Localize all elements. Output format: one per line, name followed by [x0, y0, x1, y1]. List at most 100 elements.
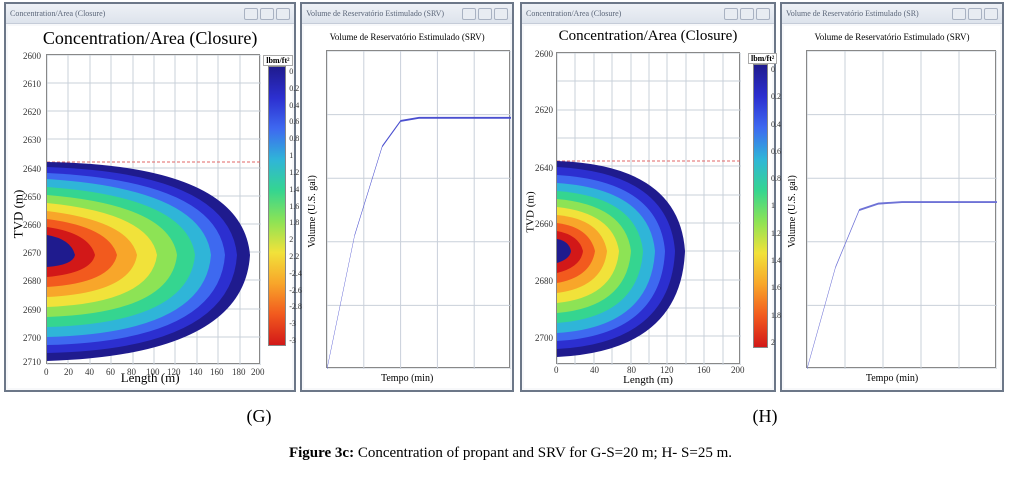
ytick: 2640 [535, 163, 553, 173]
heatmap-svg [557, 53, 741, 365]
srv-line [807, 202, 997, 369]
pair-g: Concentration/Area (Closure) Concentrati… [4, 2, 514, 392]
line-svg [807, 51, 997, 369]
xtick: 120 [660, 365, 674, 375]
window-srv-h: Volume de Reservatório Estimulado (SR) V… [780, 2, 1004, 392]
colorbar: lbm/ft² 00.20.40.60.811.21.41.61.82 [753, 64, 768, 348]
heatmap-svg [47, 55, 261, 365]
chart-concentration-g: Concentration/Area (Closure) TVD (m) Len… [8, 26, 292, 388]
x-axis-label: Tempo (min) [784, 373, 1000, 384]
ytick: 2600 [23, 51, 41, 61]
minimize-button[interactable] [952, 8, 966, 20]
window-srv-g: Volume de Reservatório Estimulado (SRV) … [300, 2, 514, 392]
plot-area [326, 50, 510, 368]
ytick: 2640 [23, 164, 41, 174]
xtick: 160 [697, 365, 711, 375]
x-axis-label: Length (m) [524, 374, 772, 386]
pair-h: Concentration/Area (Closure) Concentrati… [520, 2, 1017, 392]
y-axis-label: Volume (U.S. gal) [787, 175, 798, 248]
maximize-button[interactable] [478, 8, 492, 20]
close-button[interactable] [984, 8, 998, 20]
srv-line [327, 118, 511, 369]
figure-caption: Figure 3c: Concentration of propant and … [4, 445, 1017, 462]
ytick: 2680 [535, 276, 553, 286]
minimize-button[interactable] [244, 8, 258, 20]
plot-area: 0 40 80 120 160 200 2600 2620 2640 2660 … [556, 52, 740, 364]
labels-row: (G) (H) [4, 392, 1017, 427]
ytick: 2620 [535, 105, 553, 115]
window-buttons [952, 8, 998, 20]
xtick: 200 [731, 365, 745, 375]
colorbar-title: lbm/ft² [263, 55, 292, 66]
maximize-button[interactable] [968, 8, 982, 20]
xtick: 20 [64, 367, 73, 377]
xtick: 140 [189, 367, 203, 377]
ytick: 2700 [535, 333, 553, 343]
panel-label-g: (G) [4, 406, 514, 427]
titlebar-srv-h: Volume de Reservatório Estimulado (SR) [782, 4, 1002, 24]
ytick: 2610 [23, 79, 41, 89]
minimize-button[interactable] [462, 8, 476, 20]
line-svg [327, 51, 511, 369]
xtick: 200 [251, 367, 265, 377]
caption-text: Concentration of propant and SRV for G-S… [354, 445, 732, 461]
colorbar-title: lbm/ft² [748, 53, 777, 64]
lobe [557, 161, 685, 357]
xtick: 120 [167, 367, 181, 377]
window-concentration-h: Concentration/Area (Closure) Concentrati… [520, 2, 776, 392]
chart-srv-g: Volume de Reservatório Estimulado (SRV) … [304, 26, 510, 388]
plot-title: Volume de Reservatório Estimulado (SRV) [784, 32, 1000, 42]
xtick: 80 [127, 367, 136, 377]
panels-row: Concentration/Area (Closure) Concentrati… [4, 2, 1017, 392]
maximize-button[interactable] [740, 8, 754, 20]
maximize-button[interactable] [260, 8, 274, 20]
chart-srv-h: Volume de Reservatório Estimulado (SRV) … [784, 26, 1000, 388]
plot-area: 0 20 40 60 80 100 120 140 160 180 200 26… [46, 54, 260, 364]
window-buttons [724, 8, 770, 20]
window-buttons [244, 8, 290, 20]
window-title: Concentration/Area (Closure) [10, 9, 105, 18]
chart-concentration-h: Concentration/Area (Closure) TVD (m) Len… [524, 26, 772, 388]
panel-label-h: (H) [520, 406, 1010, 427]
ytick: 2650 [23, 192, 41, 202]
xtick: 60 [106, 367, 115, 377]
ytick: 2630 [23, 135, 41, 145]
window-title: Volume de Reservatório Estimulado (SR) [786, 9, 919, 18]
ytick: 2620 [23, 107, 41, 117]
lobe [47, 162, 250, 361]
ytick: 2670 [23, 248, 41, 258]
colorbar-ticks: 00.20.40.60.811.21.41.61.82 [771, 65, 773, 347]
titlebar-conc-g: Concentration/Area (Closure) [6, 4, 294, 24]
caption-prefix: Figure 3c: [289, 445, 354, 461]
grid [807, 51, 997, 369]
titlebar-srv-g: Volume de Reservatório Estimulado (SRV) [302, 4, 512, 24]
window-title: Volume de Reservatório Estimulado (SRV) [306, 9, 444, 18]
ytick: 2680 [23, 276, 41, 286]
page: Concentration/Area (Closure) Concentrati… [0, 0, 1021, 464]
titlebar-conc-h: Concentration/Area (Closure) [522, 4, 774, 24]
colorbar-ticks: 00.20.40.60.811.21.41.61.822.2-2.4-2.6-2… [289, 67, 291, 345]
ytick: 2660 [23, 220, 41, 230]
y-axis-label: Volume (U.S. gal) [307, 175, 318, 248]
grid [327, 51, 511, 369]
xtick: 80 [627, 365, 636, 375]
x-axis-label: Tempo (min) [304, 373, 510, 384]
ytick: 2690 [23, 305, 41, 315]
xtick: 0 [44, 367, 49, 377]
close-button[interactable] [494, 8, 508, 20]
close-button[interactable] [756, 8, 770, 20]
colorbar: lbm/ft² 00.20.40.60.811.21.41.61.822.2-2… [268, 66, 286, 346]
xtick: 160 [210, 367, 224, 377]
window-title: Concentration/Area (Closure) [526, 9, 621, 18]
close-button[interactable] [276, 8, 290, 20]
plot-area [806, 50, 996, 368]
ytick: 2660 [535, 219, 553, 229]
plot-title: Concentration/Area (Closure) [524, 28, 772, 45]
plot-title: Concentration/Area (Closure) [8, 28, 292, 49]
minimize-button[interactable] [724, 8, 738, 20]
ytick: 2700 [23, 333, 41, 343]
window-concentration-g: Concentration/Area (Closure) Concentrati… [4, 2, 296, 392]
ytick: 2600 [535, 49, 553, 59]
ytick: 2710 [23, 357, 41, 367]
xtick: 40 [85, 367, 94, 377]
